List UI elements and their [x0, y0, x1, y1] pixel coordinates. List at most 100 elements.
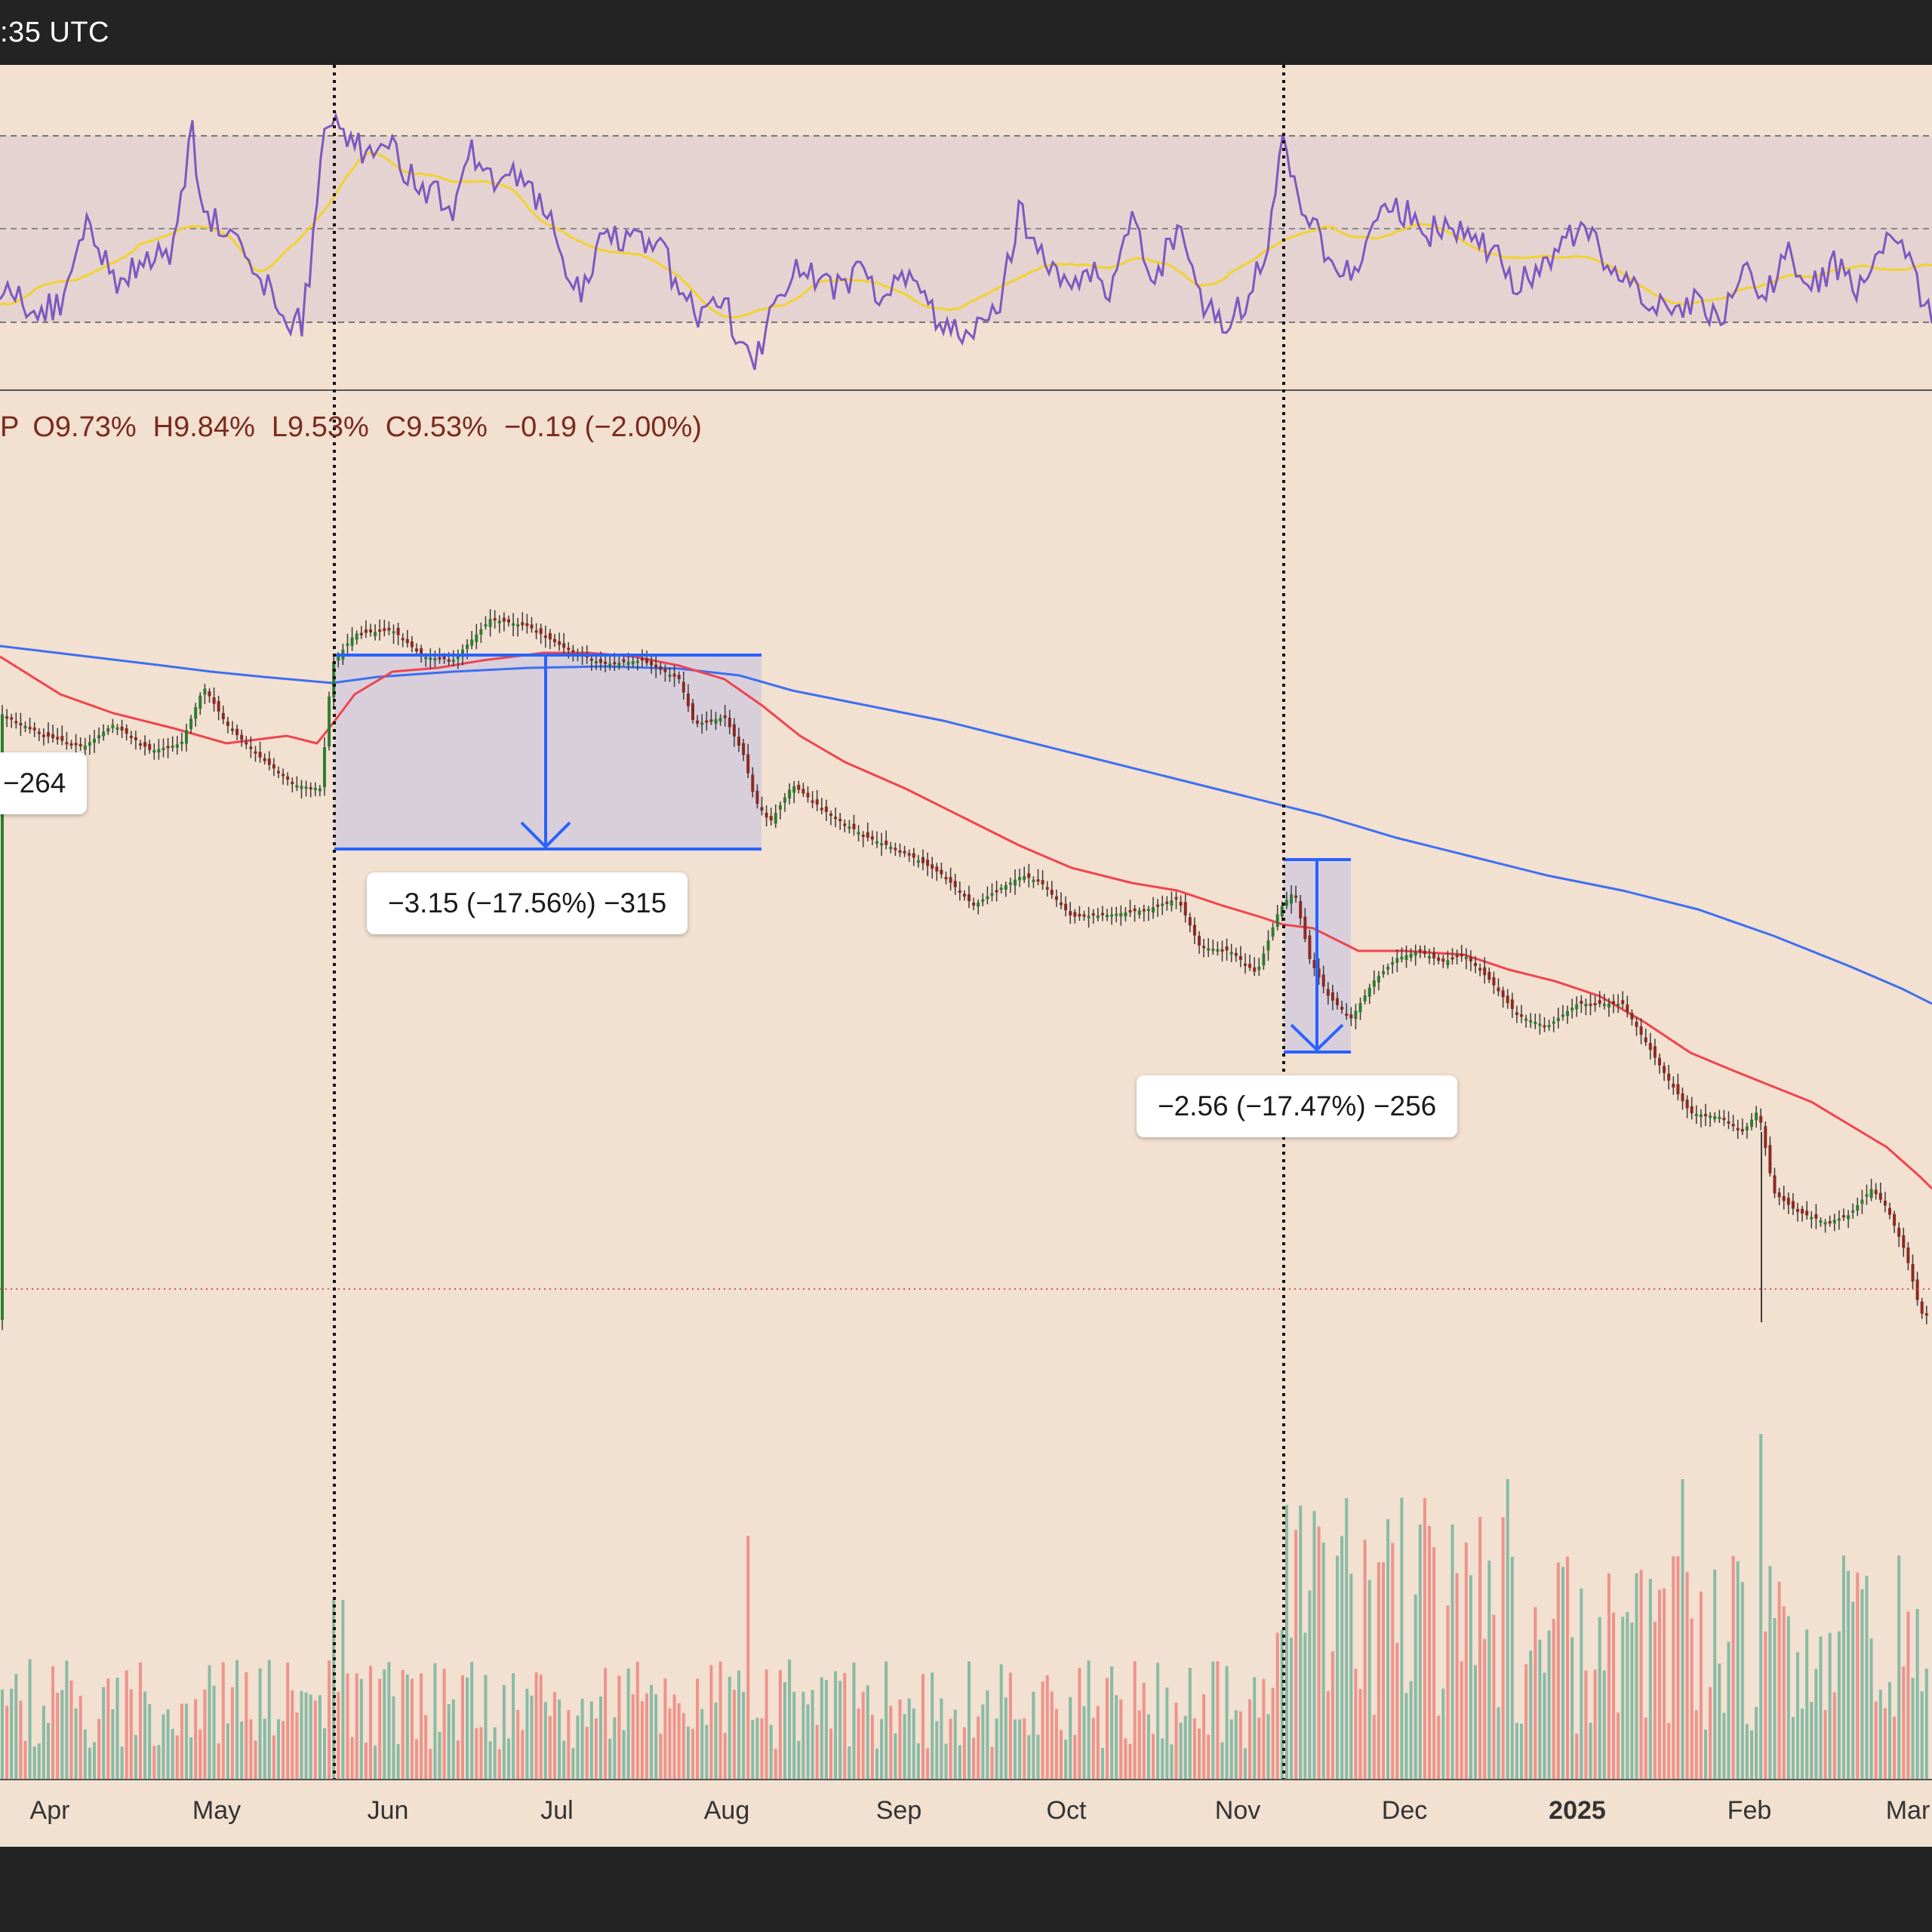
volume-bar [774, 1749, 777, 1780]
volume-bar [1119, 1699, 1123, 1780]
candle-body [313, 788, 317, 790]
candle-body [56, 737, 60, 740]
candle-body [599, 659, 602, 663]
volume-bar [1474, 1665, 1477, 1780]
candle-body [1119, 912, 1123, 917]
candle-body [562, 643, 566, 648]
volume-bar [1372, 1715, 1376, 1780]
volume-bar [916, 1743, 920, 1780]
volume-bar [1018, 1719, 1022, 1780]
volume-bar [171, 1729, 174, 1780]
candle-body [571, 650, 575, 653]
volume-bar [1423, 1497, 1426, 1780]
volume-bar [1299, 1506, 1303, 1780]
volume-bar [562, 1740, 566, 1780]
volume-bar [1796, 1652, 1799, 1780]
candle-body [1128, 910, 1132, 913]
volume-bar [1584, 1670, 1588, 1780]
candle-body [97, 735, 101, 739]
chart-area[interactable] [0, 0, 1932, 1847]
candle-body [1690, 1106, 1694, 1114]
candle-body [714, 718, 718, 724]
candle-body [548, 632, 552, 640]
candle-body [350, 637, 354, 646]
candle-body [65, 742, 69, 745]
bottom-bar [0, 1847, 1932, 1932]
candle-body [1510, 999, 1514, 1009]
volume-bar [1635, 1573, 1638, 1780]
volume-bar [1045, 1675, 1049, 1780]
candle-body [875, 841, 878, 844]
volume-bar [387, 1662, 391, 1780]
candle-body [1432, 952, 1436, 958]
volume-bar [1064, 1740, 1068, 1780]
volume-bar [424, 1715, 428, 1780]
ohlc-legend: P O9.73% H9.84% L9.53% C9.53% −0.19 (−2.00%) [0, 411, 718, 449]
volume-bar [1731, 1555, 1735, 1780]
volume-bar [240, 1721, 244, 1780]
volume-bar [921, 1674, 924, 1780]
volume-bar [1345, 1498, 1349, 1780]
candle-body [732, 724, 736, 737]
candle-body [1626, 1004, 1629, 1012]
volume-bar [166, 1709, 170, 1780]
volume-bar [1883, 1708, 1887, 1780]
volume-bar [451, 1699, 455, 1780]
candle-body [1170, 900, 1174, 906]
candle-body [723, 715, 727, 718]
candle-body [392, 631, 395, 634]
candle-body [972, 903, 976, 906]
candle-body [1078, 914, 1081, 917]
volume-bar [594, 1718, 598, 1780]
candle-body [1648, 1043, 1652, 1051]
candle-body [1924, 1313, 1928, 1316]
volume-bar [28, 1659, 32, 1780]
candle-body [622, 659, 626, 663]
volume-bar [585, 1727, 589, 1780]
volume-bar [74, 1708, 78, 1780]
volume-bar [396, 1744, 400, 1780]
volume-bar [497, 1749, 501, 1780]
volume-bar [843, 1672, 847, 1780]
volume-bar [622, 1730, 626, 1780]
candle-body [281, 774, 285, 777]
candle-body [267, 758, 271, 765]
volume-bar [263, 1718, 266, 1780]
candle-body [631, 661, 635, 665]
volume-bar [304, 1692, 308, 1780]
candle-body [1308, 935, 1312, 959]
volume-bar [433, 1663, 437, 1780]
candle-body [589, 658, 593, 661]
chart-background [0, 65, 1932, 1847]
candle-body [47, 732, 50, 737]
volume-bar [1321, 1542, 1325, 1780]
volume-bar [1455, 1573, 1459, 1780]
volume-bar [1736, 1561, 1740, 1780]
volume-bar [1225, 1666, 1229, 1780]
volume-bar [1805, 1629, 1809, 1780]
candle-body [1441, 958, 1445, 962]
candle-body [374, 632, 377, 636]
candle-body [811, 800, 814, 803]
volume-bar [940, 1698, 943, 1780]
candle-body [1156, 904, 1160, 907]
candle-body [115, 727, 119, 730]
candle-body [815, 799, 819, 805]
volume-bar [429, 1749, 432, 1780]
volume-bar [300, 1690, 303, 1780]
volume-bar [884, 1661, 888, 1780]
candle-body [1418, 949, 1422, 952]
rsi-ma-line [0, 151, 1932, 319]
candle-body [1340, 1007, 1344, 1011]
volume-bar [1128, 1743, 1132, 1780]
candle-body [1423, 950, 1426, 954]
candle-body [1773, 1175, 1777, 1194]
candle-body [1584, 1004, 1588, 1007]
candle-body [208, 691, 211, 697]
candle-body [162, 747, 165, 750]
candle-body [820, 808, 823, 811]
volume-bar [1874, 1701, 1878, 1780]
volume-bar [258, 1668, 262, 1780]
volume-bar [1391, 1543, 1395, 1780]
candle-body [1663, 1066, 1666, 1073]
